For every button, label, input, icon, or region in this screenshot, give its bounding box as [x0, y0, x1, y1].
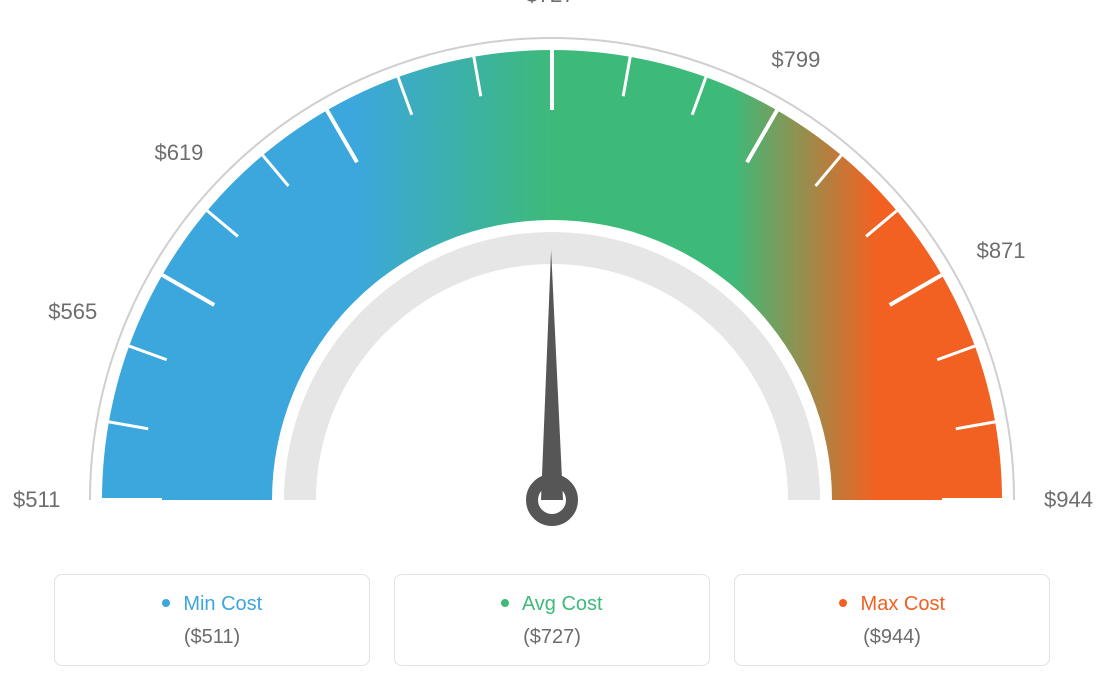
gauge-svg: [0, 0, 1104, 560]
tick-label: $619: [154, 140, 203, 166]
legend-value-avg: ($727): [405, 626, 699, 649]
legend-card-min: Min Cost ($511): [54, 574, 370, 666]
tick-label: $511: [13, 487, 60, 513]
legend-title-max: Max Cost: [745, 593, 1039, 616]
legend-value-min: ($511): [65, 626, 359, 649]
tick-label: $871: [977, 238, 1026, 264]
tick-label: $565: [48, 299, 97, 325]
legend-title-min: Min Cost: [65, 593, 359, 616]
cost-gauge-chart: $511 $565 $619 $727 $799 $871 $944 Min Cost ($…: [0, 0, 1104, 690]
dot-icon-avg: [501, 599, 509, 607]
legend-card-avg: Avg Cost ($727): [394, 574, 710, 666]
dot-icon-max: [839, 599, 847, 607]
legend-label-max: Max Cost: [861, 593, 945, 615]
legend-value-max: ($944): [745, 626, 1039, 649]
tick-label: $944: [1044, 487, 1093, 513]
dot-icon-min: [162, 599, 170, 607]
legend-label-avg: Avg Cost: [522, 593, 603, 615]
legend-label-min: Min Cost: [183, 593, 262, 615]
tick-label: $799: [771, 47, 820, 73]
tick-label: $727: [526, 0, 575, 8]
legend-title-avg: Avg Cost: [405, 593, 699, 616]
gauge-area: $511 $565 $619 $727 $799 $871 $944: [0, 0, 1104, 560]
legend-card-max: Max Cost ($944): [734, 574, 1050, 666]
legend-row: Min Cost ($511) Avg Cost ($727) Max Cost…: [54, 574, 1050, 666]
